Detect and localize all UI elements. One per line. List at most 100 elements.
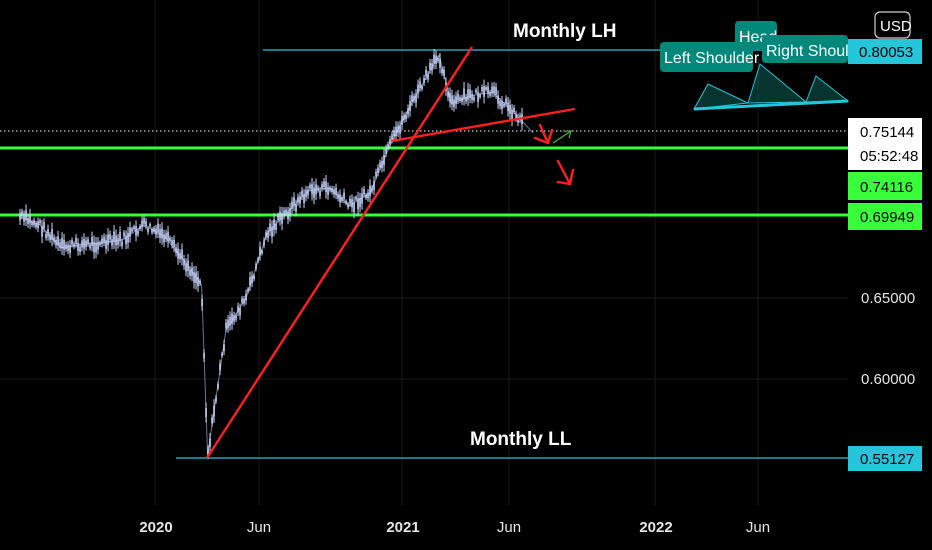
head-shoulders-pattern[interactable]: Left Shoulder Head Right Shoulder <box>660 21 873 111</box>
candle-body <box>421 86 423 90</box>
candle-body <box>231 313 233 324</box>
candle-body <box>51 229 53 240</box>
candle-body <box>373 181 375 190</box>
candle-body <box>25 210 27 221</box>
candle-body <box>147 228 149 233</box>
x-tick-jun-2021: Jun <box>497 519 521 536</box>
monthly-ll-label[interactable]: Monthly LL <box>470 429 572 450</box>
candle-body <box>513 107 515 112</box>
candle-body <box>457 93 459 100</box>
candle-body <box>143 218 145 224</box>
candle-body <box>117 238 119 245</box>
candle-body <box>427 74 429 80</box>
candle-body <box>49 234 51 240</box>
candle-body <box>353 202 355 213</box>
candle-body <box>127 233 129 243</box>
candle-body <box>307 189 309 196</box>
trendline-main[interactable] <box>205 46 474 459</box>
price-badge-ll[interactable] <box>848 446 922 471</box>
price-badge-last[interactable] <box>848 118 922 170</box>
candle-body <box>365 194 367 199</box>
candle-body <box>259 246 261 256</box>
candle-body <box>491 86 493 94</box>
candle-body <box>95 242 97 253</box>
candle-body <box>77 243 79 251</box>
candle-body <box>47 229 49 237</box>
candle-body <box>487 86 489 94</box>
candle-body <box>79 246 81 252</box>
y-tick-065: 0.65000 <box>861 290 915 307</box>
candle-body <box>91 237 93 246</box>
candle-body <box>133 226 135 230</box>
pattern-neckline <box>693 99 849 111</box>
candle-body <box>145 221 147 227</box>
candle-body <box>367 192 369 199</box>
candle-body <box>81 240 83 248</box>
candle-body <box>107 234 109 245</box>
candle-body <box>241 298 243 303</box>
candle-body <box>83 239 85 249</box>
candle-body <box>369 185 371 197</box>
right-shoulder-label: Right Shoulder <box>766 43 873 60</box>
candle-body <box>497 95 499 104</box>
down-arrow-2[interactable] <box>556 159 575 186</box>
candle-body <box>511 110 513 121</box>
price-badge-support-lower[interactable] <box>848 203 922 230</box>
candle-body <box>315 184 317 195</box>
candle-body <box>87 239 89 244</box>
candle-body <box>181 249 183 260</box>
monthly-lh-label[interactable]: Monthly LH <box>513 21 616 42</box>
candle-body <box>209 438 211 447</box>
candle-body <box>485 87 487 90</box>
candle-body <box>131 228 133 232</box>
candle-body <box>293 197 295 206</box>
price-badge-lh[interactable] <box>848 39 922 64</box>
candle-body <box>401 116 403 125</box>
candle-body <box>501 101 503 110</box>
candle-body <box>339 194 341 203</box>
candle-body <box>387 144 389 148</box>
candle-body <box>43 222 45 229</box>
candle-body <box>63 239 65 250</box>
candle-body <box>463 88 465 99</box>
candle-body <box>291 201 293 209</box>
candle-body <box>161 228 163 239</box>
down-arrow-1[interactable] <box>533 123 554 145</box>
candle-body <box>419 81 421 88</box>
time-axis[interactable]: 2020 Jun 2021 Jun 2022 Jun <box>139 519 770 536</box>
candle-body <box>441 68 443 74</box>
candle-body <box>361 193 363 204</box>
currency-label: USD <box>880 18 912 35</box>
trendline-neckline[interactable] <box>391 107 576 143</box>
candle-body <box>123 232 125 237</box>
candle-body <box>343 192 345 200</box>
candle-body <box>287 211 289 220</box>
up-arrow-green[interactable] <box>552 130 572 144</box>
candle-body <box>349 198 351 204</box>
candle-body <box>35 223 37 228</box>
candle-body <box>453 99 455 107</box>
price-axis[interactable]: USD 0.80053 0.75144 05:52:48 0.74116 0.6… <box>848 11 922 471</box>
candle-body <box>235 315 237 320</box>
candle-body <box>157 223 159 233</box>
candle-body <box>23 214 25 222</box>
candle-body <box>113 231 115 243</box>
candle-body <box>415 94 417 103</box>
candle-body <box>183 258 185 266</box>
currency-badge[interactable] <box>874 11 911 39</box>
price-badge-last-text: 0.75144 <box>860 124 914 141</box>
candle-body <box>261 250 263 254</box>
candle-body <box>335 187 337 195</box>
candle-body <box>385 148 387 154</box>
candle-body <box>357 198 359 210</box>
price-badge-support-upper[interactable] <box>848 172 922 200</box>
candle-body <box>411 95 413 102</box>
candle-body <box>45 233 47 238</box>
candle-body <box>389 139 391 145</box>
candle-body <box>417 84 419 94</box>
candle-body <box>189 269 191 276</box>
left-shoulder-shape <box>693 83 750 110</box>
candle-body <box>391 134 393 140</box>
candle-body <box>289 208 291 217</box>
